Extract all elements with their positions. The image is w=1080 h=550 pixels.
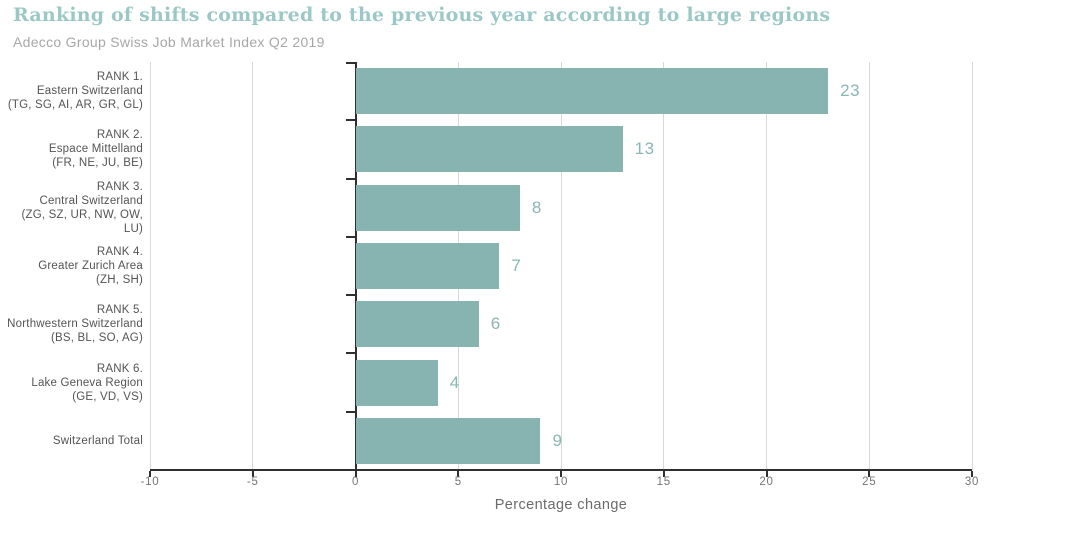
row-label: RANK 1. Eastern Switzerland (TG, SG, AI, A… — [0, 62, 143, 120]
row-label-cantons: (BS, BL, SO, AG) — [50, 332, 143, 345]
bar-value-label: 6 — [490, 314, 501, 334]
row-label-region: Eastern Switzerland — [36, 85, 143, 98]
x-axis-tick — [251, 471, 254, 477]
x-axis-tick — [662, 471, 665, 477]
y-axis-tick — [345, 410, 355, 413]
x-tick-label: 25 — [862, 476, 877, 488]
row-label-region: Northwestern Switzerland — [7, 318, 143, 331]
y-axis-tick — [345, 119, 355, 122]
row-label-rank: RANK 1. — [96, 71, 143, 84]
row-label: RANK 5. Northwestern Switzerland (BS, BL, … — [0, 295, 143, 353]
x-tick-label: 5 — [454, 476, 462, 488]
row-label-rank: RANK 2. — [96, 129, 143, 142]
gridline — [663, 62, 665, 470]
row-label: RANK 3. Central Switzerland (ZG, SZ, UR, N… — [0, 179, 143, 237]
x-tick-label: 30 — [964, 476, 980, 488]
bar — [355, 184, 520, 231]
x-axis-tick — [560, 471, 562, 477]
category-axis-labels: RANK 1. Eastern Switzerland (TG, SG, AI, A… — [0, 62, 143, 470]
bar — [355, 68, 829, 115]
row-label-rank: RANK 5. — [96, 304, 143, 317]
row-label-cantons: (GE, VD, VS) — [72, 390, 143, 403]
row-label-cantons: (FR, NE, JU, BE) — [52, 157, 143, 170]
x-tick-label: 0 — [351, 476, 360, 488]
row-label-region: Greater Zurich Area — [38, 259, 143, 272]
bar — [355, 126, 623, 173]
x-axis-tick — [765, 471, 768, 477]
row-label-rank: RANK 6. — [96, 362, 143, 375]
y-axis-tick — [345, 294, 355, 297]
y-axis-tick — [345, 62, 355, 64]
row-label-cantons: (TG, SG, AI, AR, GR, GL) — [7, 99, 143, 112]
chart-subtitle: Adecco Group Swiss Job Market Index Q2 2… — [13, 34, 325, 50]
y-axis-tick — [345, 235, 355, 238]
bar-value-label: 7 — [511, 256, 522, 275]
bar-value-label: 9 — [552, 430, 563, 450]
plot-area: -10 -5 0 5 10 15 20 25 30 23 13 8 7 6 4 9 — [141, 62, 978, 488]
row-label-region: Espace Mittelland — [48, 143, 143, 156]
bar-value-label: 13 — [634, 139, 655, 159]
row-label-cantons: (ZH, SH) — [96, 273, 143, 286]
row-label-region: Lake Geneva Region — [31, 376, 143, 389]
gridline — [868, 62, 870, 470]
gridline — [971, 62, 973, 470]
x-tick-label: 15 — [656, 476, 671, 488]
row-label: RANK 2. Espace Mittelland (FR, NE, JU, BE) — [0, 120, 143, 178]
bar — [355, 417, 541, 464]
row-label-region: Central Switzerland — [39, 194, 143, 207]
bar-value-label: 4 — [449, 372, 460, 392]
x-tick-label: -5 — [246, 476, 259, 488]
row-label-region: Switzerland Total — [52, 434, 143, 447]
bar — [355, 359, 438, 406]
x-axis-title: Percentage change — [494, 497, 628, 513]
x-axis-tick — [971, 471, 973, 477]
x-tick-label: -10 — [140, 476, 160, 488]
gridline — [252, 62, 254, 470]
bar-value-label: 8 — [531, 197, 542, 217]
gridline — [149, 62, 151, 470]
row-label: RANK 4. Greater Zurich Area (ZH, SH) — [0, 237, 143, 295]
bar — [355, 301, 479, 348]
bar-value-label: 23 — [840, 81, 861, 101]
x-tick-label: 10 — [553, 476, 569, 488]
row-label: RANK 6. Lake Geneva Region (GE, VD, VS) — [0, 353, 143, 411]
x-axis-tick — [457, 471, 460, 477]
x-axis-tick — [868, 471, 871, 477]
x-tick-label: 20 — [759, 476, 774, 488]
x-axis-tick — [149, 471, 151, 477]
row-label-rank: RANK 4. — [96, 245, 143, 258]
gridline — [560, 62, 562, 470]
gridline — [766, 62, 767, 470]
x-axis-line — [150, 469, 972, 471]
row-label-cantons: (ZG, SZ, UR, NW, OW, LU) — [21, 208, 143, 235]
row-label-rank: RANK 3. — [96, 180, 143, 193]
chart-title: Ranking of shifts compared to the previo… — [13, 4, 831, 26]
y-axis-tick — [345, 177, 355, 180]
row-label: Switzerland Total — [0, 412, 143, 470]
bar — [355, 243, 500, 289]
y-axis-tick — [345, 352, 355, 355]
